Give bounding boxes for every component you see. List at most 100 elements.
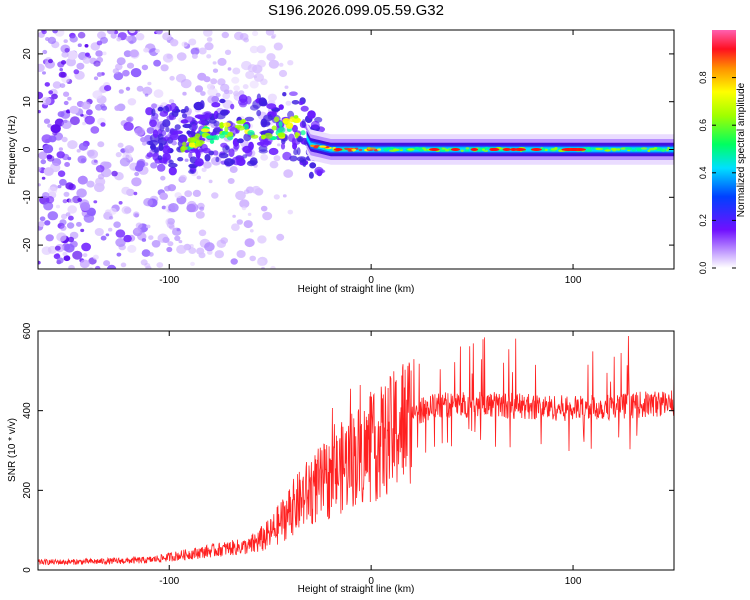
spectrogram-noise-blob bbox=[276, 233, 285, 241]
spectrogram-noise-blob bbox=[45, 234, 54, 242]
spectrogram-noise-blob bbox=[180, 109, 187, 114]
spectrogram-noise-blob bbox=[67, 96, 72, 101]
spectrogram-ridge-spot bbox=[294, 131, 299, 139]
spectrogram-noise-blob bbox=[210, 78, 218, 85]
spectrogram-noise-blob bbox=[245, 71, 255, 79]
spectrogram-noise-blob bbox=[64, 162, 70, 167]
spectrogram-noise-blob bbox=[208, 119, 217, 124]
spectrogram-noise-blob bbox=[203, 30, 213, 37]
spectrogram-noise-blob bbox=[162, 145, 171, 155]
spectrogram-noise-blob bbox=[170, 39, 179, 47]
spectrogram-noise-blob bbox=[289, 91, 298, 96]
spectrogram-noise-blob bbox=[43, 167, 54, 176]
spectrogram-noise-blob bbox=[167, 241, 174, 247]
spectrogram-ridge-spot bbox=[482, 148, 485, 151]
spectrogram-noise-blob bbox=[258, 97, 267, 106]
spectrogram-noise-blob bbox=[244, 238, 255, 248]
spectrogram-noise-blob bbox=[77, 31, 86, 39]
spectrogram-noise-blob bbox=[143, 47, 150, 53]
spectrogram-noise-blob bbox=[145, 107, 154, 116]
spectrogram-noise-blob bbox=[280, 143, 286, 150]
spectrogram-noise-blob bbox=[300, 105, 309, 112]
spectrogram-noise-blob bbox=[169, 133, 179, 141]
spectrogram-noise-blob bbox=[273, 194, 280, 200]
spectrogram-noise-blob bbox=[196, 175, 201, 180]
spectrogram-ridge-spot bbox=[260, 134, 266, 140]
spectrogram-noise-blob bbox=[182, 91, 187, 96]
spectrogram-noise-blob bbox=[314, 166, 324, 176]
spectrogram-noise-blob bbox=[188, 38, 197, 46]
spectrogram-noise-blob bbox=[153, 59, 162, 67]
snr-frame bbox=[37, 330, 675, 571]
spectrogram-noise-blob bbox=[162, 136, 170, 142]
spectrogram-noise-blob bbox=[39, 216, 46, 222]
spectrogram-ridge-spot bbox=[484, 146, 489, 150]
spectrogram-noise-blob bbox=[62, 199, 68, 204]
spectrogram-noise-blob bbox=[46, 154, 53, 160]
spectrogram-noise-blob bbox=[249, 45, 259, 54]
spectrogram-ylabel: Frequency (Hz) bbox=[7, 116, 18, 185]
spectrogram-noise-blob bbox=[159, 110, 169, 117]
spectrogram-noise-blob bbox=[48, 90, 54, 95]
spectrogram-noise-blob bbox=[115, 152, 122, 158]
spectrogram-noise-blob bbox=[168, 203, 179, 213]
spectrogram-noise-blob bbox=[77, 43, 82, 47]
spectrogram-peak bbox=[561, 148, 575, 151]
spectrogram-noise-blob bbox=[143, 198, 154, 207]
spectrogram-ridge-spot bbox=[659, 149, 667, 152]
spectrogram-noise-blob bbox=[239, 199, 250, 209]
spectrogram-ridge-spot bbox=[273, 116, 280, 123]
spectrogram-noise-blob bbox=[212, 68, 219, 73]
spectrogram-ridge-spot bbox=[191, 136, 200, 143]
spectrogram-noise-blob bbox=[277, 143, 281, 147]
spectrogram-noise-blob bbox=[204, 154, 211, 162]
spectrogram-xtick-label: 0 bbox=[368, 275, 374, 286]
spectrogram-noise-blob bbox=[91, 159, 99, 166]
spectrogram-ridge-spot bbox=[293, 117, 301, 124]
spectrogram-noise-blob bbox=[125, 86, 131, 91]
spectrogram-noise-blob bbox=[253, 73, 264, 82]
spectrogram-noise-blob bbox=[134, 127, 145, 136]
spectrogram-noise-blob bbox=[256, 45, 266, 54]
spectrogram-noise-blob bbox=[159, 192, 168, 200]
spectrogram-noise-blob bbox=[82, 253, 88, 258]
spectrogram-noise-blob bbox=[166, 246, 173, 253]
spectrogram-noise-blob bbox=[156, 262, 164, 268]
spectrogram-noise-blob bbox=[196, 247, 205, 255]
spectrogram-noise-blob bbox=[48, 135, 57, 143]
spectrogram-noise-blob bbox=[148, 235, 154, 241]
spectrogram-noise-blob bbox=[249, 229, 254, 233]
spectrogram-noise-blob bbox=[146, 140, 154, 146]
spectrogram-noise-blob bbox=[166, 53, 173, 59]
spectrogram-noise-blob bbox=[93, 76, 99, 81]
spectrogram-ytick-label: 0 bbox=[22, 146, 33, 152]
spectrogram-noise-blob bbox=[97, 141, 105, 148]
spectrogram-ridge-spot bbox=[544, 148, 548, 152]
spectrogram-noise-blob bbox=[238, 94, 248, 103]
spectrogram-noise-blob bbox=[164, 185, 171, 192]
spectrogram-noise-blob bbox=[38, 63, 45, 72]
spectrogram-ridge-spot bbox=[640, 147, 648, 150]
spectrogram-noise-blob bbox=[211, 102, 221, 108]
spectrogram-noise-blob bbox=[38, 166, 42, 172]
spectrogram-noise-blob bbox=[247, 212, 252, 216]
spectrogram-noise-blob bbox=[165, 217, 175, 226]
snr-ytick-label: 600 bbox=[22, 322, 33, 339]
snr-marks bbox=[38, 335, 674, 566]
spectrogram-noise-blob bbox=[245, 149, 253, 157]
spectrogram-ridge-spot bbox=[597, 147, 604, 151]
spectrogram-noise-blob bbox=[201, 167, 207, 173]
spectrogram-noise-blob bbox=[80, 202, 91, 211]
spectrogram-noise-blob bbox=[194, 158, 204, 167]
spectrogram-noise-blob bbox=[97, 173, 105, 180]
spectrogram-noise-blob bbox=[299, 157, 304, 163]
spectrogram-noise-blob bbox=[140, 259, 148, 266]
snr-ytick-label: 200 bbox=[22, 482, 33, 499]
spectrogram-noise-blob bbox=[93, 60, 101, 67]
colorbar-tick-label: 0.2 bbox=[698, 214, 708, 227]
snr-xtick-label: 0 bbox=[368, 576, 374, 587]
spectrogram-peak bbox=[490, 148, 500, 151]
spectrogram-noise-blob bbox=[63, 191, 70, 197]
